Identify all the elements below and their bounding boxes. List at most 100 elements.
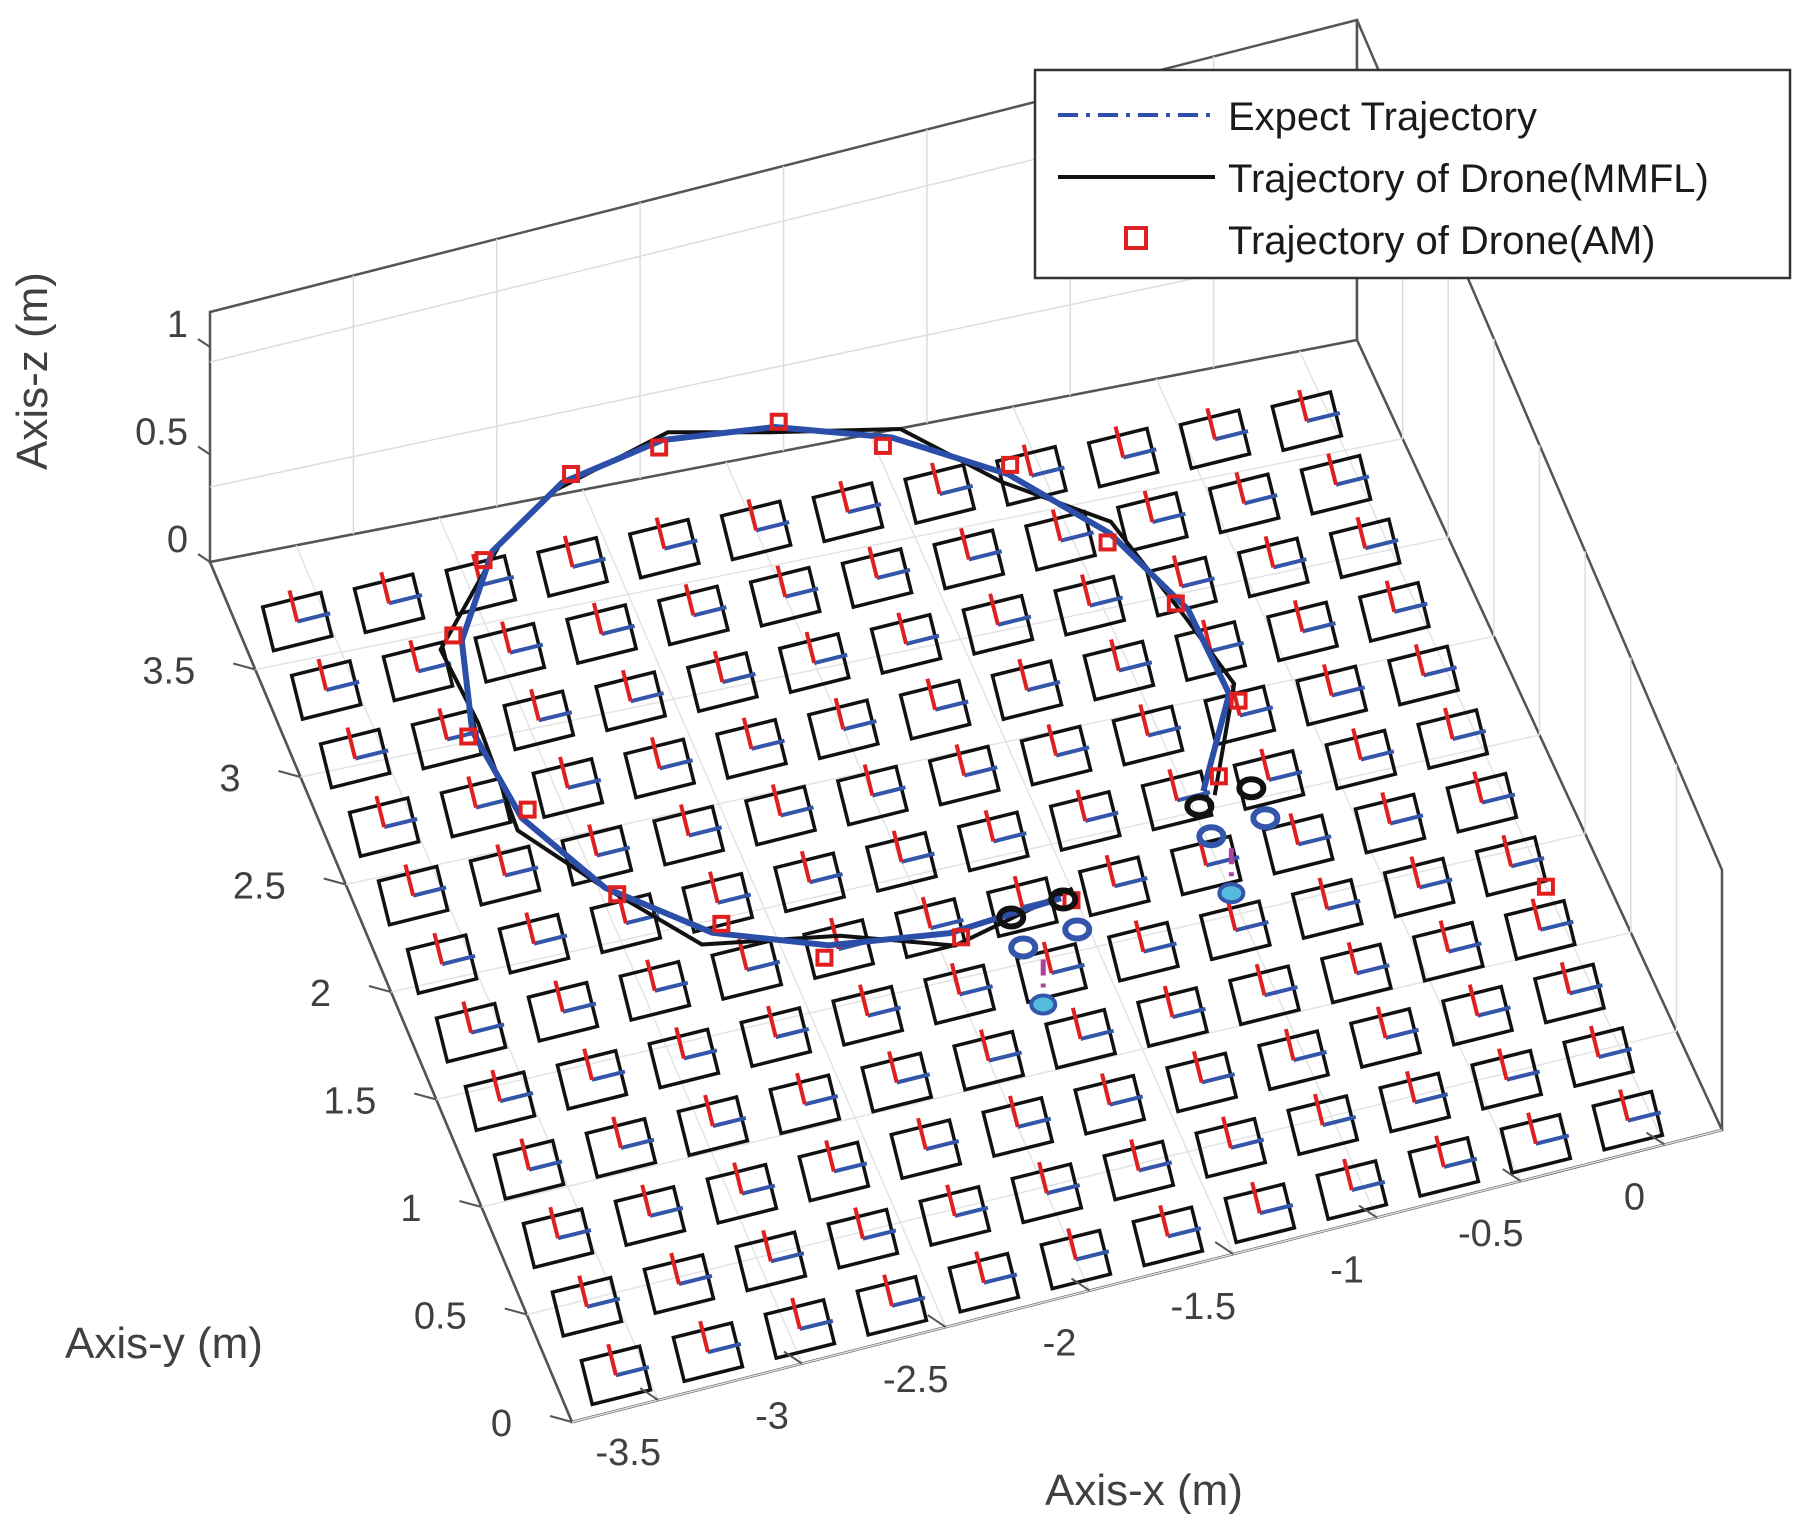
marker-y-axis	[1588, 1025, 1601, 1058]
floor-marker	[719, 498, 793, 562]
drone-rotor	[1048, 887, 1079, 912]
floor-marker	[1469, 1048, 1544, 1111]
marker-y-axis	[1046, 724, 1059, 757]
marker-x-axis	[1026, 679, 1061, 693]
marker-x-axis	[721, 671, 756, 685]
marker-x-axis	[1214, 429, 1249, 442]
marker-y-axis	[746, 498, 759, 531]
floor-marker	[864, 830, 939, 894]
marker-y-axis	[790, 1297, 802, 1330]
marker-x-axis	[1075, 1249, 1110, 1262]
marker-y-axis	[1066, 1227, 1078, 1261]
floor-marker	[1111, 703, 1185, 767]
marker-y-axis	[978, 1029, 991, 1062]
floor-marker	[1227, 963, 1302, 1027]
floor-marker	[1053, 574, 1127, 637]
marker-x-axis	[1210, 640, 1245, 653]
marker-y-axis	[379, 571, 391, 604]
marker-y-axis	[698, 1320, 710, 1353]
marker-y-axis	[553, 980, 565, 1013]
marker-x-axis	[1089, 595, 1124, 608]
floor-marker	[1286, 1093, 1360, 1157]
floor-marker	[1416, 707, 1490, 771]
marker-y-axis	[1263, 535, 1276, 568]
marker-x-axis	[1506, 1069, 1541, 1082]
floor-marker	[1382, 856, 1456, 919]
marker-y-axis	[562, 535, 575, 568]
marker-x-axis	[663, 538, 698, 551]
floor-marker	[990, 658, 1064, 722]
floor-marker	[1207, 471, 1281, 535]
series-expect-line	[458, 424, 1233, 949]
marker-y-axis	[432, 932, 445, 965]
drone-rotor	[1008, 935, 1039, 960]
marker-y-axis	[959, 527, 971, 560]
floor-marker	[1048, 789, 1122, 853]
series-am-marker	[1098, 533, 1117, 552]
marker-y-axis	[1288, 812, 1301, 845]
marker-x-axis	[934, 699, 969, 712]
x-tick-label: -0.5	[1458, 1213, 1523, 1255]
marker-x-axis	[649, 1205, 684, 1218]
floor-marker	[642, 1252, 716, 1316]
marker-y-axis	[1205, 407, 1217, 440]
marker-y-axis	[799, 850, 812, 883]
marker-y-axis	[1050, 509, 1063, 542]
ground-marker	[1217, 882, 1246, 905]
marker-y-axis	[1317, 877, 1330, 910]
floor-marker	[1532, 961, 1607, 1025]
floor-marker	[1043, 1007, 1118, 1071]
floor-marker	[681, 871, 755, 934]
marker-y-axis	[1041, 941, 1054, 974]
marker-y-axis	[862, 764, 875, 797]
drone-rotor	[1062, 917, 1093, 942]
marker-x-axis	[1510, 856, 1545, 869]
marker-x-axis	[1113, 876, 1148, 889]
marker-x-axis	[1414, 1092, 1449, 1105]
floor-marker	[1082, 639, 1156, 702]
marker-x-axis	[615, 1365, 650, 1378]
floor-marker	[1295, 663, 1369, 727]
marker-y-axis	[577, 1275, 589, 1308]
floor-marker	[1256, 1028, 1331, 1092]
marker-x-axis	[1259, 1203, 1294, 1216]
x-tick	[1070, 1277, 1091, 1292]
marker-y-axis	[1104, 854, 1117, 887]
tick-labels: -3.5 -3 -2.5 -2 -1.5 -1 -0.5 0 0 0.5 1 1.5 2 2.5 3 3.5 0…	[135, 304, 1666, 1474]
z-tick	[197, 338, 211, 348]
marker-x-axis	[1423, 665, 1458, 678]
marker-x-axis	[1167, 1226, 1202, 1239]
floor-marker	[710, 938, 784, 1002]
floor-marker	[1086, 426, 1160, 489]
marker-y-axis	[1234, 471, 1247, 504]
floor-marker	[714, 717, 789, 781]
marker-x-axis	[417, 661, 452, 674]
z-tick-label: 0	[167, 519, 188, 561]
y-tick-label: 0	[491, 1403, 512, 1445]
marker-y-axis	[1075, 789, 1088, 822]
marker-x-axis	[1234, 920, 1269, 933]
marker-y-axis	[1012, 875, 1025, 908]
marker-x-axis	[1539, 919, 1574, 932]
marker-x-axis	[1293, 1050, 1328, 1063]
floor-marker	[1319, 941, 1394, 1005]
floor-marker	[1299, 453, 1373, 516]
marker-y-axis	[838, 480, 850, 513]
marker-x-axis	[712, 1115, 747, 1129]
marker-y-axis	[1283, 1028, 1296, 1061]
marker-x-axis	[741, 1183, 776, 1196]
marker-y-axis	[1530, 898, 1543, 931]
marker-x-axis	[654, 980, 689, 993]
floor-marker	[1261, 812, 1335, 876]
legend-label-expect: Expect Trajectory	[1228, 95, 1537, 139]
marker-x-axis	[862, 1228, 897, 1241]
floor-marker	[579, 1343, 653, 1407]
floor-marker	[734, 1229, 808, 1293]
floor-marker	[1198, 898, 1273, 962]
marker-y-axis	[548, 1206, 560, 1239]
y-tick-label: 1	[400, 1188, 421, 1230]
marker-x-axis	[1142, 941, 1177, 954]
marker-x-axis	[412, 885, 447, 898]
marker-x-axis	[1306, 410, 1341, 424]
floor-marker	[1270, 389, 1344, 453]
